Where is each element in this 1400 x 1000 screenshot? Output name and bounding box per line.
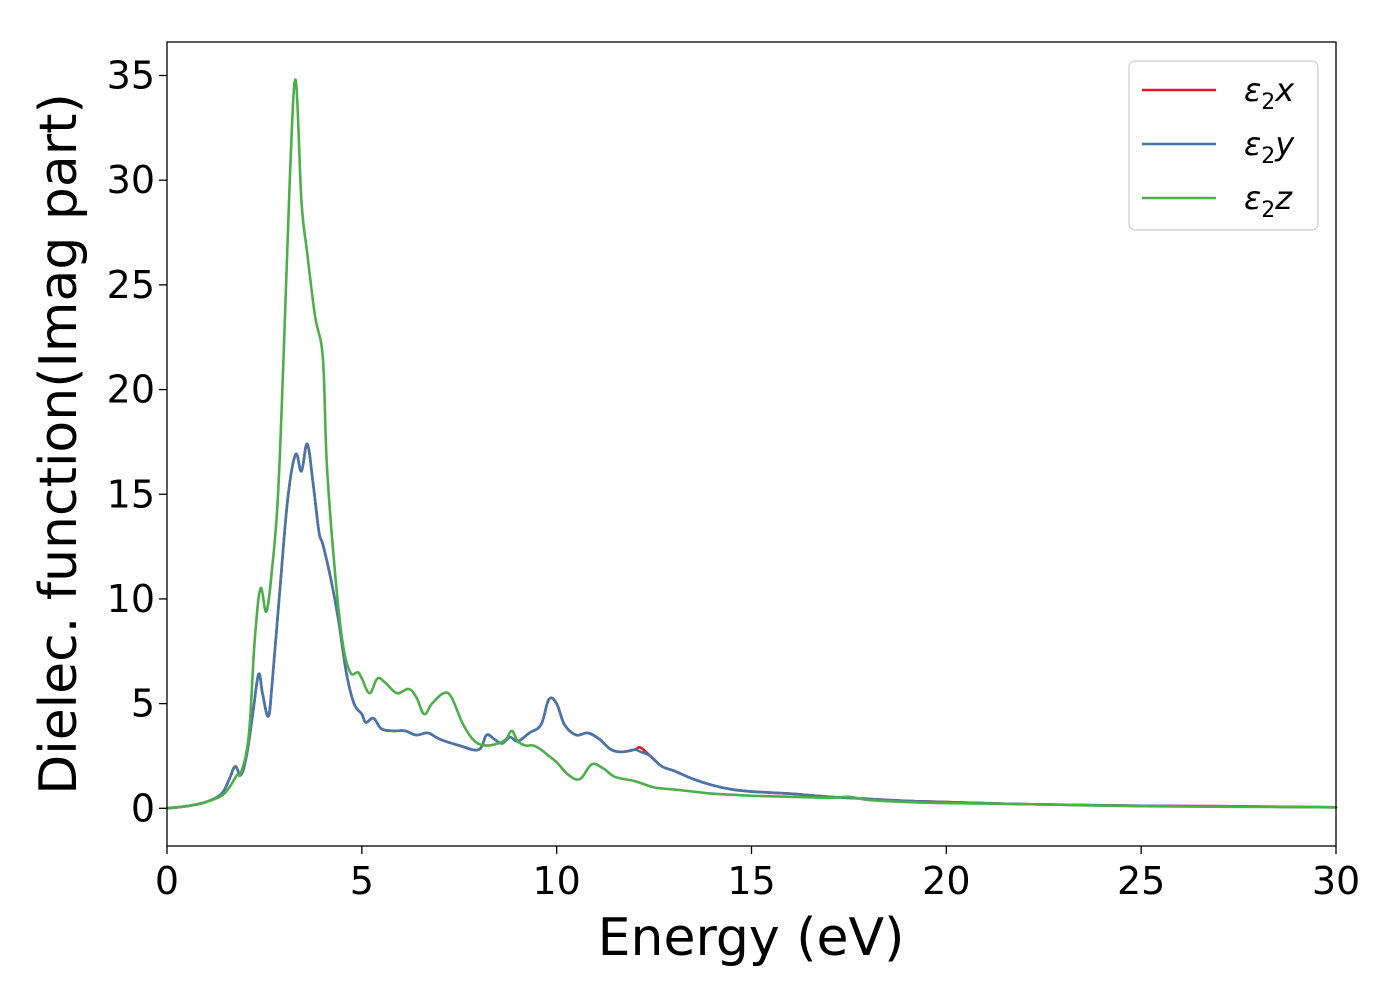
y-tick-label: 20: [107, 368, 155, 412]
x-tick-label: 15: [727, 859, 775, 903]
x-axis-ticks: 0 5 10 15 20 25 30: [155, 846, 1360, 903]
y-tick-label: 10: [107, 577, 155, 621]
series-line-z: [165, 78, 1338, 810]
series-line-y: [165, 442, 1338, 810]
y-tick-label: 30: [107, 158, 155, 202]
x-tick-label: 25: [1117, 859, 1165, 903]
legend-label-y: ε2y: [1244, 125, 1295, 169]
y-tick-label: 0: [131, 786, 155, 830]
legend-box: [1128, 60, 1319, 231]
legend: ε2x ε2y ε2z: [1128, 60, 1319, 231]
series-lines: [165, 78, 1338, 810]
y-axis-ticks: 0 5 10 15 20 25 30 35: [107, 54, 167, 830]
legend-label-x: ε2x: [1244, 71, 1295, 115]
x-tick-label: 5: [350, 859, 374, 903]
legend-items: ε2x ε2y ε2z: [1142, 71, 1295, 223]
y-tick-label: 25: [107, 263, 155, 307]
x-tick-label: 30: [1312, 859, 1360, 903]
y-tick-label: 15: [107, 472, 155, 516]
y-tick-label: 5: [131, 682, 155, 726]
legend-label-z: ε2z: [1244, 179, 1293, 223]
y-tick-label: 35: [107, 54, 155, 98]
x-tick-label: 0: [155, 859, 179, 903]
x-tick-label: 10: [532, 859, 580, 903]
x-axis-title: Energy (eV): [598, 908, 905, 968]
x-tick-label: 20: [922, 859, 970, 903]
y-axis-title: Dielec. function(Imag part): [29, 93, 89, 795]
